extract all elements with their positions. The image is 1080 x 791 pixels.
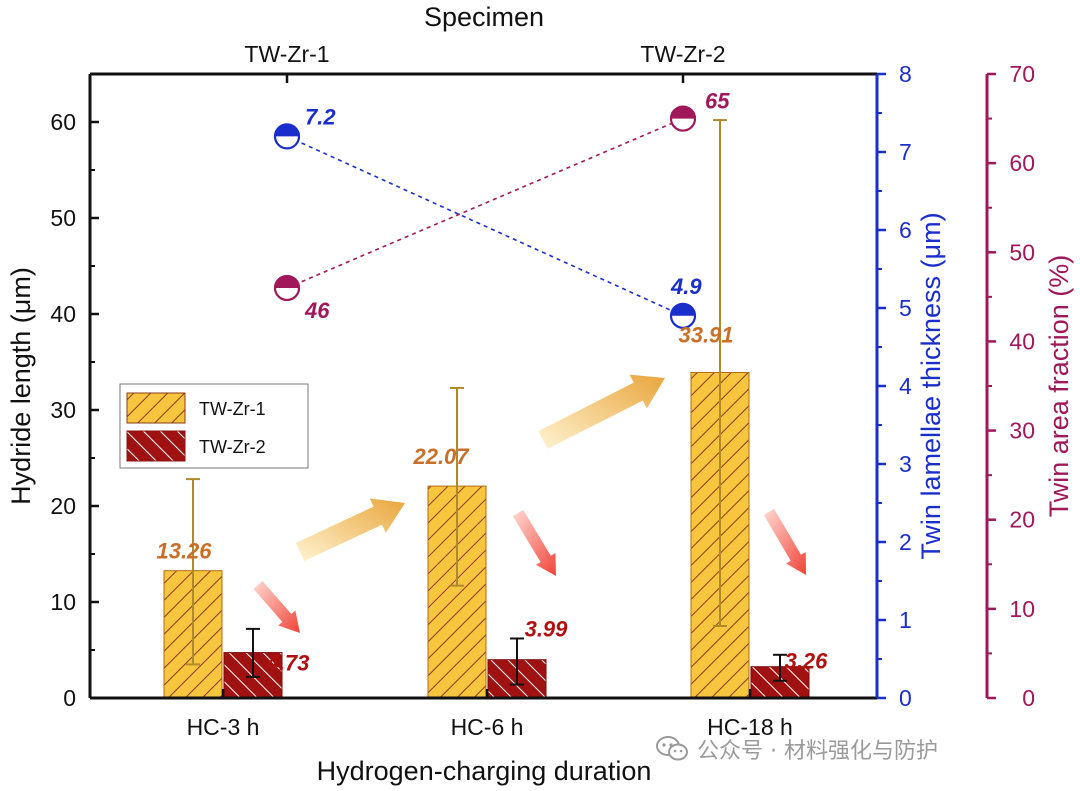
y3-tick-label: 50	[1009, 239, 1035, 265]
y-tick-label: 50	[50, 205, 76, 231]
trend-up-arrow	[538, 374, 665, 449]
y2-tick-label: 7	[899, 139, 912, 165]
y2-tick-label: 5	[899, 295, 912, 321]
twin-thickness-marker-fill	[671, 303, 695, 316]
y-tick-label: 40	[50, 301, 76, 327]
data-label-tw-zr-2: 3.26	[785, 649, 829, 674]
data-label-twin-area: 65	[705, 89, 730, 114]
legend-swatch-tw-zr-1	[126, 392, 186, 424]
watermark-text: 公众号 · 材料强化与防护	[697, 739, 938, 764]
y3-tick-label: 10	[1009, 596, 1035, 622]
y-tick-label: 0	[63, 685, 76, 711]
y3-tick-label: 70	[1009, 61, 1035, 87]
y3-axis-title: Twin area fraction (%)	[1044, 255, 1074, 518]
y-axis-title: Hydride length (μm)	[6, 267, 36, 505]
error-bars-group	[186, 119, 787, 686]
y3-tick-label: 30	[1009, 418, 1035, 444]
data-label-twin-area: 46	[304, 298, 330, 323]
twin-area-marker-fill	[671, 106, 695, 119]
trend-down-arrow	[763, 508, 806, 575]
y-tick-label: 20	[50, 493, 76, 519]
top-category-label: TW-Zr-2	[640, 41, 725, 67]
legend-label: TW-Zr-2	[199, 437, 266, 457]
data-label-tw-zr-1: 22.07	[412, 444, 470, 469]
y-tick-label: 30	[50, 397, 76, 423]
x-tick-label: HC-6 h	[451, 714, 524, 740]
data-label-tw-zr-1: 33.91	[678, 322, 733, 347]
twin-lines-group	[273, 105, 697, 329]
trend-down-arrow	[253, 581, 300, 633]
trend-down-arrow	[512, 509, 556, 576]
y-tick-label: 60	[50, 109, 76, 135]
y2-axis-title: Twin lamellae thickness (μm)	[916, 212, 946, 559]
x-tick-label: HC-18 h	[707, 714, 793, 740]
y3-tick-label: 0	[1022, 685, 1035, 711]
wechat-icon	[656, 736, 688, 761]
data-labels: 13.26 4.73 22.07 3.99 33.91 3.26 7.2 4.9 46 65	[156, 89, 828, 676]
data-label-twin-thickness: 7.2	[305, 104, 336, 129]
twin-thickness-marker-fill	[275, 124, 299, 137]
y2-tick-label: 2	[899, 529, 912, 555]
y2-tick-label: 1	[899, 607, 912, 633]
y-tick-label: 10	[50, 589, 76, 615]
axis-ticks: 0 10 20 30 40 50 60 0 1 2 3 4 5 6 7 8 0 10 20 30 40 50 60 70 HC-…	[50, 61, 1035, 740]
x-axis-title: Hydrogen-charging duration	[317, 756, 652, 786]
top-category-label: TW-Zr-1	[244, 41, 329, 67]
y3-tick-label: 60	[1009, 150, 1035, 176]
x-tick-label: HC-3 h	[187, 714, 260, 740]
y2-tick-label: 6	[899, 217, 912, 243]
data-label-tw-zr-2: 3.99	[525, 617, 569, 642]
legend-label: TW-Zr-1	[199, 399, 266, 419]
y2-tick-label: 4	[899, 373, 912, 399]
y2-tick-label: 8	[899, 61, 912, 87]
data-label-tw-zr-1: 13.26	[156, 539, 212, 564]
y3-tick-label: 40	[1009, 328, 1035, 354]
legend-swatch-tw-zr-2	[126, 430, 186, 462]
y3-tick-label: 20	[1009, 507, 1035, 533]
twin-area-marker-fill	[275, 275, 299, 288]
y2-tick-label: 0	[899, 685, 912, 711]
twin-area-line	[286, 117, 684, 289]
top-axis-title: Specimen	[424, 2, 544, 32]
data-label-tw-zr-2: 4.73	[266, 651, 310, 676]
twin-thickness-line	[286, 135, 684, 317]
bars-group	[163, 371, 810, 699]
legend: TW-Zr-1 TW-Zr-2	[119, 383, 309, 469]
y2-tick-label: 3	[899, 451, 912, 477]
trend-up-arrow	[295, 498, 405, 562]
watermark: 公众号 · 材料强化与防护	[655, 732, 1065, 766]
data-label-twin-thickness: 4.9	[670, 274, 702, 299]
trend-arrows	[253, 374, 806, 633]
